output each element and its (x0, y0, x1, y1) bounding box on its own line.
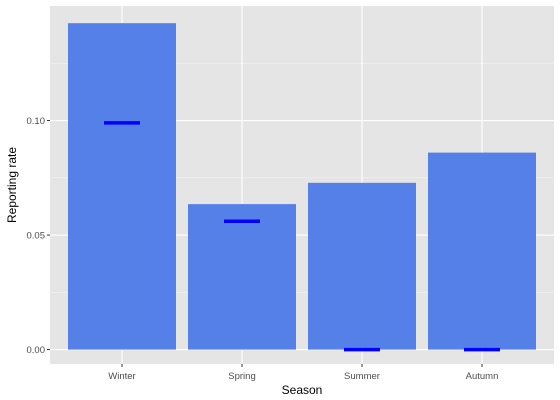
x-axis-title: Season (282, 383, 323, 397)
bar-winter (68, 23, 176, 350)
bar-spring (188, 204, 296, 350)
x-tick-label: Winter (108, 371, 135, 382)
x-tick-label: Summer (344, 371, 380, 382)
x-tick-label: Autumn (466, 371, 499, 382)
y-axis-title: Reporting rate (5, 147, 19, 223)
x-tick-label: Spring (228, 371, 255, 382)
x-axis: Winter Spring Summer Autumn (108, 364, 498, 382)
bar-summer (308, 182, 416, 350)
y-tick-label: 0.00 (27, 345, 46, 356)
y-tick-label: 0.05 (27, 230, 46, 241)
bars-layer (68, 23, 536, 350)
bar-autumn (428, 152, 536, 350)
y-tick-label: 0.10 (27, 116, 46, 127)
y-axis: 0.00 0.05 0.10 (27, 116, 50, 356)
markers-layer (104, 121, 500, 352)
